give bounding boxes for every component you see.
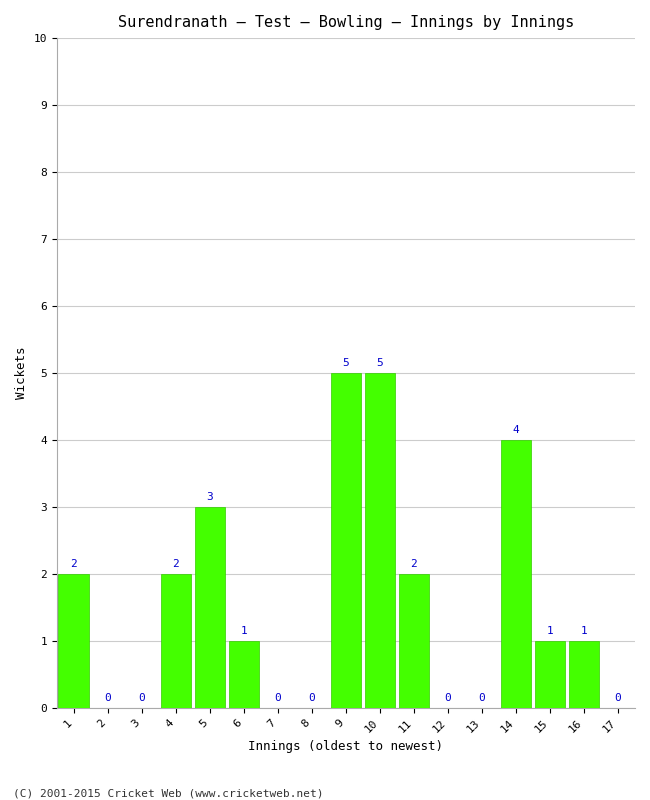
Bar <box>331 373 361 708</box>
Text: 3: 3 <box>207 493 213 502</box>
Text: (C) 2001-2015 Cricket Web (www.cricketweb.net): (C) 2001-2015 Cricket Web (www.cricketwe… <box>13 788 324 798</box>
Text: 0: 0 <box>138 694 145 703</box>
Bar <box>161 574 191 708</box>
Text: 1: 1 <box>547 626 553 637</box>
Text: 0: 0 <box>274 694 281 703</box>
Text: 1: 1 <box>580 626 588 637</box>
Y-axis label: Wickets: Wickets <box>15 347 28 399</box>
Bar <box>58 574 89 708</box>
Bar <box>365 373 395 708</box>
Text: 5: 5 <box>376 358 384 369</box>
Bar <box>500 440 531 708</box>
Text: 0: 0 <box>105 694 111 703</box>
Bar <box>194 507 225 708</box>
Text: 5: 5 <box>343 358 349 369</box>
Text: 2: 2 <box>172 559 179 570</box>
Text: 2: 2 <box>411 559 417 570</box>
Title: Surendranath – Test – Bowling – Innings by Innings: Surendranath – Test – Bowling – Innings … <box>118 15 574 30</box>
Text: 2: 2 <box>70 559 77 570</box>
Bar <box>569 641 599 708</box>
Text: 0: 0 <box>309 694 315 703</box>
Text: 4: 4 <box>513 426 519 435</box>
Bar <box>398 574 429 708</box>
Bar <box>229 641 259 708</box>
X-axis label: Innings (oldest to newest): Innings (oldest to newest) <box>248 740 443 753</box>
Bar <box>535 641 566 708</box>
Text: 0: 0 <box>478 694 486 703</box>
Text: 0: 0 <box>445 694 451 703</box>
Text: 1: 1 <box>240 626 247 637</box>
Text: 0: 0 <box>615 694 621 703</box>
